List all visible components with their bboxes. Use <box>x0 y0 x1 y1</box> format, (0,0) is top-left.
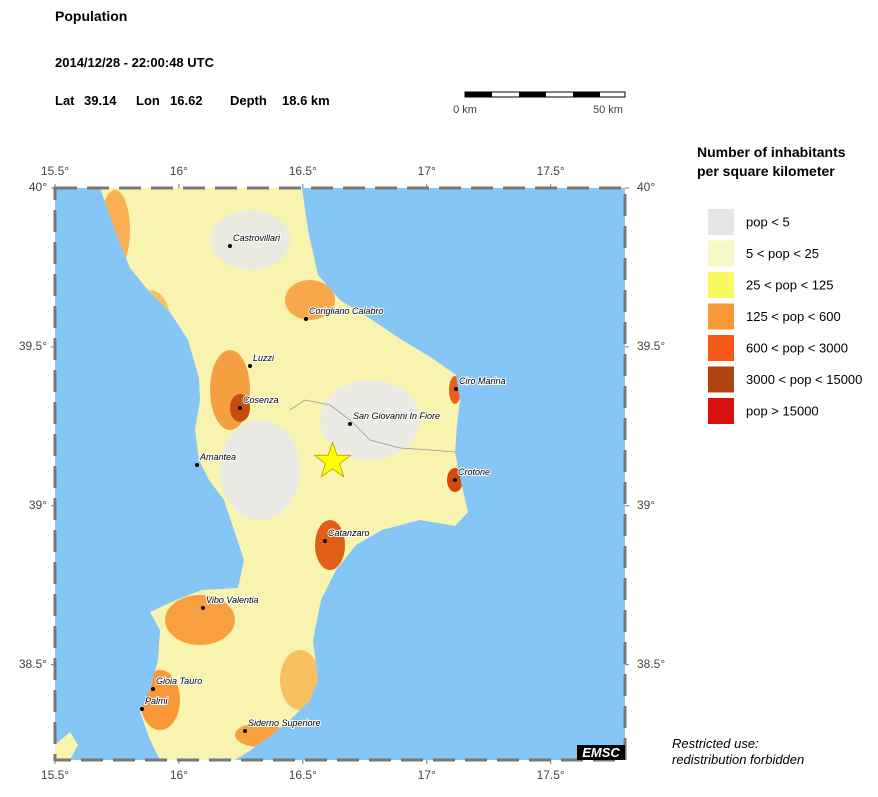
y-tick-label: 39.5° <box>637 339 665 353</box>
y-tick-label: 40° <box>29 180 47 194</box>
city-dot <box>454 387 458 391</box>
city-label: Luzzi <box>253 353 275 363</box>
city-dot <box>151 687 155 691</box>
city-dot <box>304 317 308 321</box>
depth-value: 18.6 km <box>282 93 330 108</box>
y-tick-label: 38.5° <box>637 657 665 671</box>
city-label: Cosenza <box>243 395 279 405</box>
x-tick-label: 17° <box>418 164 436 178</box>
city-label: Palmi <box>145 696 169 706</box>
logo: EMSC <box>582 745 620 760</box>
legend-label: 3000 < pop < 15000 <box>746 372 862 387</box>
y-tick-label: 39.5° <box>19 339 47 353</box>
x-tick-label: 15.5° <box>41 768 69 782</box>
legend-title: Number of inhabitants <box>697 144 846 160</box>
legend-swatch <box>708 209 734 235</box>
city-label: Corigliano Calabro <box>309 306 384 316</box>
city-dot <box>201 606 205 610</box>
city-label: Vibo Valentia <box>206 595 259 605</box>
scale-start: 0 km <box>453 104 477 116</box>
legend-swatch <box>708 398 734 424</box>
x-tick-label: 17.5° <box>537 164 565 178</box>
legend-label: 5 < pop < 25 <box>746 246 819 261</box>
x-tick-label: 16° <box>170 768 188 782</box>
city-dot <box>243 729 247 733</box>
boundary <box>289 399 456 453</box>
legend-label: 125 < pop < 600 <box>746 309 841 324</box>
legend-swatch <box>708 335 734 361</box>
legend-label: pop < 5 <box>746 214 790 229</box>
legend-swatch <box>708 303 734 330</box>
notice: Restricted use: <box>672 736 759 751</box>
lat-value: 39.14 <box>84 93 117 108</box>
legend-swatch <box>708 366 734 393</box>
city-label: San Giovanni In Fiore <box>353 411 440 421</box>
y-tick-label: 39° <box>29 498 47 512</box>
notice: redistribution forbidden <box>672 752 804 767</box>
city-dot <box>140 707 144 711</box>
city-dot <box>348 422 352 426</box>
city-dot <box>248 364 252 368</box>
city-label: Amantea <box>199 452 236 462</box>
y-tick-label: 38.5° <box>19 657 47 671</box>
x-tick-label: 16.5° <box>289 164 317 178</box>
y-tick-label: 39° <box>637 498 655 512</box>
legend-label: 25 < pop < 125 <box>746 277 833 292</box>
city-dot <box>228 244 232 248</box>
lon-value: 16.62 <box>170 93 203 108</box>
lon-label: Lon <box>136 93 160 108</box>
legend-swatch <box>708 240 734 267</box>
scale-end: 50 km <box>593 104 623 116</box>
city-label: Gioia Tauro <box>156 676 202 686</box>
y-tick-label: 40° <box>637 180 655 194</box>
depth-label: Depth <box>230 93 267 108</box>
x-tick-label: 16° <box>170 164 188 178</box>
x-tick-label: 17.5° <box>537 768 565 782</box>
scale-bar: 0 km 50 km <box>453 91 626 116</box>
legend-title: per square kilometer <box>697 163 835 179</box>
city-dot <box>195 463 199 467</box>
lat-label: Lat <box>55 93 75 108</box>
legend-swatch <box>708 272 734 298</box>
x-tick-label: 15.5° <box>41 164 69 178</box>
title: Population <box>55 8 127 24</box>
city-label: Ciro Marina <box>459 376 506 386</box>
epicenter-star <box>313 441 352 478</box>
city-label: Crotone <box>458 467 490 477</box>
legend-label: 600 < pop < 3000 <box>746 340 848 355</box>
city-label: Siderno Superiore <box>248 718 321 728</box>
city-label: Castrovillari <box>233 233 281 243</box>
city-dot <box>453 478 457 482</box>
logo-box <box>577 745 625 760</box>
city-label: Catanzaro <box>328 528 370 538</box>
city-dot <box>238 406 242 410</box>
x-tick-label: 16.5° <box>289 768 317 782</box>
map-frame <box>53 186 627 762</box>
x-tick-label: 17° <box>418 768 436 782</box>
city-dot <box>323 539 327 543</box>
legend-label: pop > 15000 <box>746 403 819 418</box>
datetime: 2014/12/28 - 22:00:48 UTC <box>55 55 215 70</box>
